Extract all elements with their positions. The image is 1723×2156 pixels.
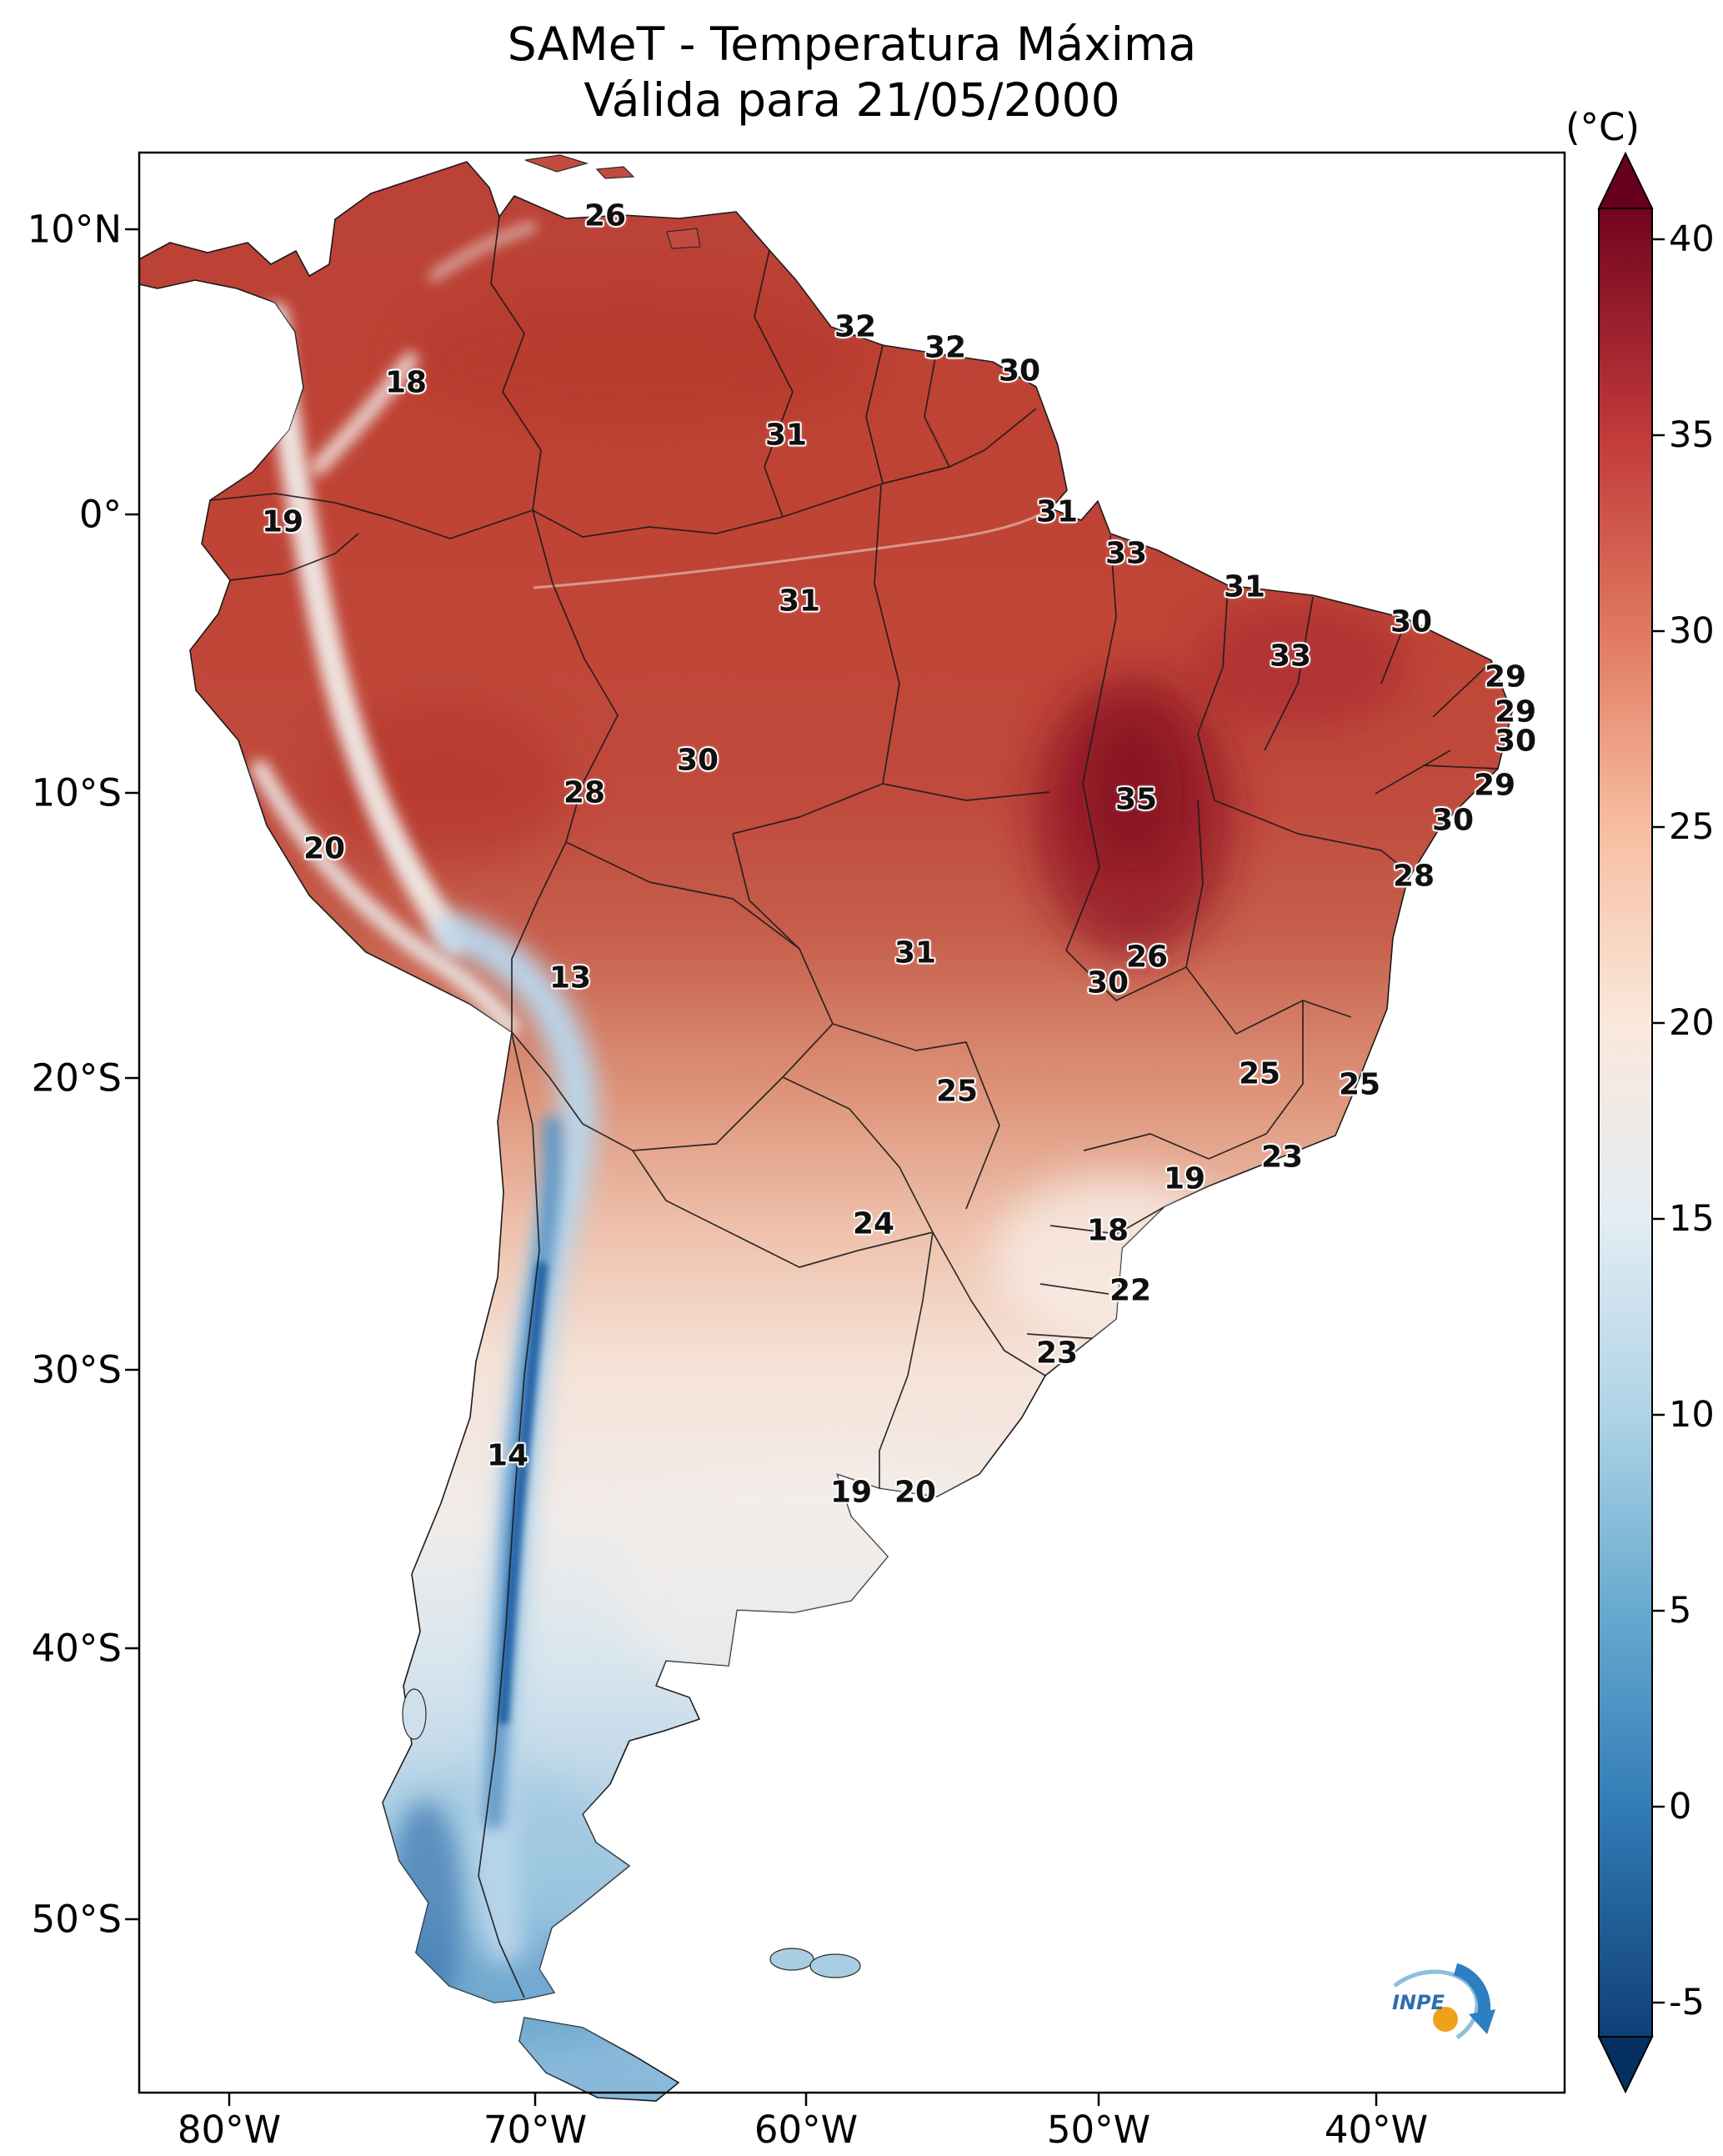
lat-tick-label: 40°S <box>31 1626 122 1671</box>
map-value-label: 19 <box>1163 1161 1206 1196</box>
lon-tick-label: 60°W <box>754 2108 859 2152</box>
map-value-label: 26 <box>1125 940 1169 975</box>
map-value-label: 19 <box>829 1475 873 1510</box>
map-value-label: 29 <box>1473 768 1516 803</box>
map-value-label: 30 <box>1390 604 1433 639</box>
map-value-label: 31 <box>764 418 808 453</box>
map-value-label: 18 <box>384 365 428 400</box>
colorbar-tick-label: 5 <box>1669 1590 1692 1632</box>
map-value-label: 25 <box>935 1074 979 1109</box>
lat-tick-label: 10°N <box>27 207 122 252</box>
map-frame <box>138 151 1566 2094</box>
map-value-label: 30 <box>1494 724 1537 759</box>
map-value-label: 29 <box>1494 694 1537 730</box>
islands <box>402 154 861 1978</box>
map-value-label: 30 <box>998 353 1041 389</box>
map-value-label: 23 <box>1035 1336 1079 1371</box>
map-value-label: 25 <box>1238 1056 1281 1091</box>
tick-marks <box>125 228 1665 2106</box>
map-value-label: 14 <box>486 1438 529 1473</box>
colorbar-tick-label: 35 <box>1669 414 1715 456</box>
map-value-label: 31 <box>778 584 821 619</box>
map-value-label: 25 <box>1338 1067 1381 1102</box>
peru-coast-cool-strip <box>251 760 519 1036</box>
map-value-label: 30 <box>1431 803 1475 838</box>
country-borders <box>209 216 1499 1998</box>
map-value-label: 33 <box>1269 639 1312 674</box>
state-borders <box>732 484 1499 1340</box>
map-value-label: 24 <box>852 1206 895 1241</box>
map-value-label: 33 <box>1104 536 1148 571</box>
map-value-label: 13 <box>548 960 592 995</box>
colorbar-tick-label: 15 <box>1669 1198 1715 1240</box>
colorbar-tick-label: 10 <box>1669 1394 1715 1436</box>
map-value-label: 31 <box>1223 569 1266 604</box>
lat-tick-label: 20°S <box>31 1055 122 1101</box>
lat-tick-label: 30°S <box>31 1347 122 1392</box>
colorbar-tick-label: 20 <box>1669 1002 1715 1044</box>
map-value-label: 20 <box>303 831 346 866</box>
inpe-swirl <box>1393 1969 1480 2040</box>
inpe-sun-dot <box>1433 2007 1458 2032</box>
map-value-label: 28 <box>563 775 606 810</box>
figure-title: SAMeT - Temperatura Máxima <box>507 18 1197 71</box>
caribbean-island <box>595 166 635 179</box>
lon-tick-label: 70°W <box>483 2108 588 2152</box>
inpe-arrowhead <box>1469 2009 1495 2034</box>
inpe-logo-text: INPE <box>1392 1991 1445 2014</box>
falkland-island-west <box>769 1948 814 1971</box>
map-value-label: 29 <box>1484 659 1527 694</box>
colorbar-tick-label: -5 <box>1669 1982 1705 2023</box>
lon-tick-label: 50°W <box>1046 2108 1151 2152</box>
lon-tick-label: 40°W <box>1324 2108 1429 2152</box>
andes-dark-blue-core <box>498 1261 548 1725</box>
map-value-label: 32 <box>834 309 877 344</box>
map-value-label: 23 <box>1260 1140 1304 1175</box>
map-value-label: 26 <box>584 198 627 233</box>
map-value-label: 19 <box>261 504 304 539</box>
lat-tick-label: 50°S <box>31 1897 122 1942</box>
caribbean-island <box>524 154 589 173</box>
colorbar-tick-label: 0 <box>1669 1786 1692 1828</box>
trinidad-island <box>666 228 701 249</box>
map-value-label: 30 <box>676 743 719 778</box>
map-value-label: 18 <box>1086 1213 1129 1248</box>
map-value-label: 32 <box>924 330 967 365</box>
colorbar-gradient-bar <box>1598 208 1653 2038</box>
map-value-label: 31 <box>894 935 937 970</box>
colorbar-top-arrow <box>1597 151 1654 209</box>
colorbar-bottom-arrow <box>1597 2036 1654 2094</box>
inpe-arrow-arc <box>1453 1963 1491 2016</box>
andes-white-ridge <box>262 303 468 954</box>
falkland-island-east <box>809 1953 861 1978</box>
map-value-label: 35 <box>1114 782 1158 817</box>
colorbar <box>1597 151 1654 2094</box>
colorbar-tick-label: 30 <box>1669 610 1715 652</box>
map-value-label: 28 <box>1392 859 1435 894</box>
figure-subtitle: Válida para 21/05/2000 <box>584 73 1120 128</box>
lon-tick-label: 80°W <box>177 2108 282 2152</box>
colorbar-tick-label: 25 <box>1669 806 1715 848</box>
map-value-label: 31 <box>1035 494 1079 529</box>
colorbar-unit-label: (°C) <box>1565 105 1640 149</box>
title-block: SAMeT - Temperatura Máxima Válida para 2… <box>139 17 1565 128</box>
map-value-label: 20 <box>894 1475 937 1510</box>
lat-tick-label: 10°S <box>31 770 122 815</box>
map-value-label: 30 <box>1086 965 1129 1000</box>
colorbar-tick-label: 40 <box>1669 218 1715 260</box>
amazon-river-trace <box>533 497 1066 589</box>
chiloe-island <box>402 1688 427 1740</box>
inpe-logo: INPE <box>1392 1963 1495 2040</box>
map-value-label: 22 <box>1109 1273 1152 1308</box>
lat-tick-label: 0° <box>78 492 122 537</box>
